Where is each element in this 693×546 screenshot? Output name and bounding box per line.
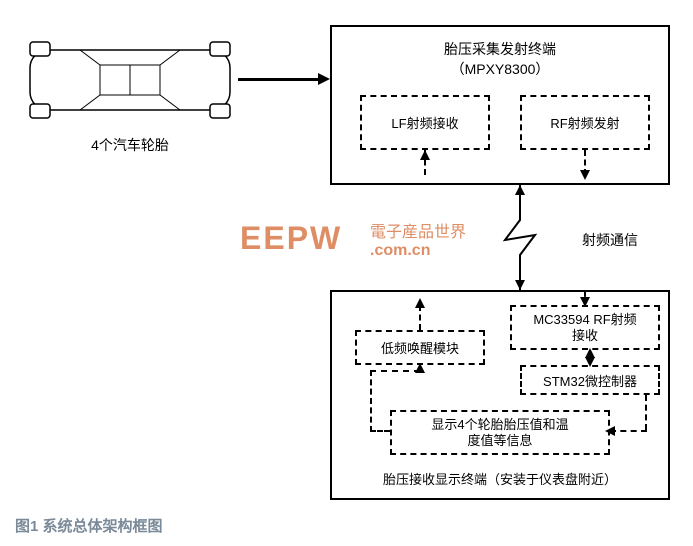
arrow-car-to-upper <box>238 78 318 81</box>
arrow-head-icon <box>420 150 430 160</box>
rf-rx-label-2: 接收 <box>572 328 598 344</box>
arrow-head-left-icon <box>605 425 617 437</box>
lf-rx-box: LF射频接收 <box>360 95 490 150</box>
rf-rx-box: MC33594 RF射频 接收 <box>510 305 660 350</box>
display-box: 显示4个轮胎胎压值和温 度值等信息 <box>390 410 610 455</box>
lf-rx-label: LF射频接收 <box>391 113 458 132</box>
rf-comm-label: 射频通信 <box>570 230 650 250</box>
watermark-main: EEPW <box>240 220 342 257</box>
display-up-line <box>370 370 372 432</box>
arrow-head-icon <box>415 298 425 308</box>
arrow-head-icon <box>580 297 590 307</box>
lf-wake-box: 低频唤醒模块 <box>355 330 485 365</box>
watermark-sub1: 電子産品世界 <box>370 218 466 242</box>
system-architecture-diagram: 4个汽车轮胎 胎压采集发射终端 （MPXY8300） LF射频接收 RF射频发射… <box>10 10 683 510</box>
car-icon <box>25 30 235 130</box>
arrow-head-icon <box>318 73 330 85</box>
lf-wake-label: 低频唤醒模块 <box>381 338 459 357</box>
display-right-line <box>370 370 420 372</box>
mcu-label: STM32微控制器 <box>543 371 637 390</box>
display-label-2: 度值等信息 <box>467 433 532 449</box>
lf-wake-up-line <box>419 305 421 330</box>
lower-footer: 胎压接收显示终端（安装于仪表盘附近） <box>332 469 668 488</box>
watermark-sub2: .com.cn <box>370 242 430 260</box>
rf-tx-box: RF射频发射 <box>520 95 650 150</box>
arrow-head-icon <box>580 170 590 180</box>
upper-title: 胎压采集发射终端 <box>332 39 668 59</box>
car-label: 4个汽车轮胎 <box>70 135 190 155</box>
rf-zigzag-icon <box>490 185 550 290</box>
mcu-down-line <box>645 395 647 430</box>
display-left-line <box>370 430 390 432</box>
rf-tx-label: RF射频发射 <box>550 113 619 132</box>
figure-caption: 图1 系统总体架构框图 <box>15 515 163 536</box>
mcu-box: STM32微控制器 <box>520 365 660 395</box>
upper-subtitle: （MPXY8300） <box>332 59 668 79</box>
display-label-1: 显示4个轮胎胎压值和温 <box>431 417 568 433</box>
lfwake-to-line <box>419 365 421 370</box>
arrow-head-icon <box>585 357 595 367</box>
rf-rx-label-1: MC33594 RF射频 <box>533 312 636 328</box>
